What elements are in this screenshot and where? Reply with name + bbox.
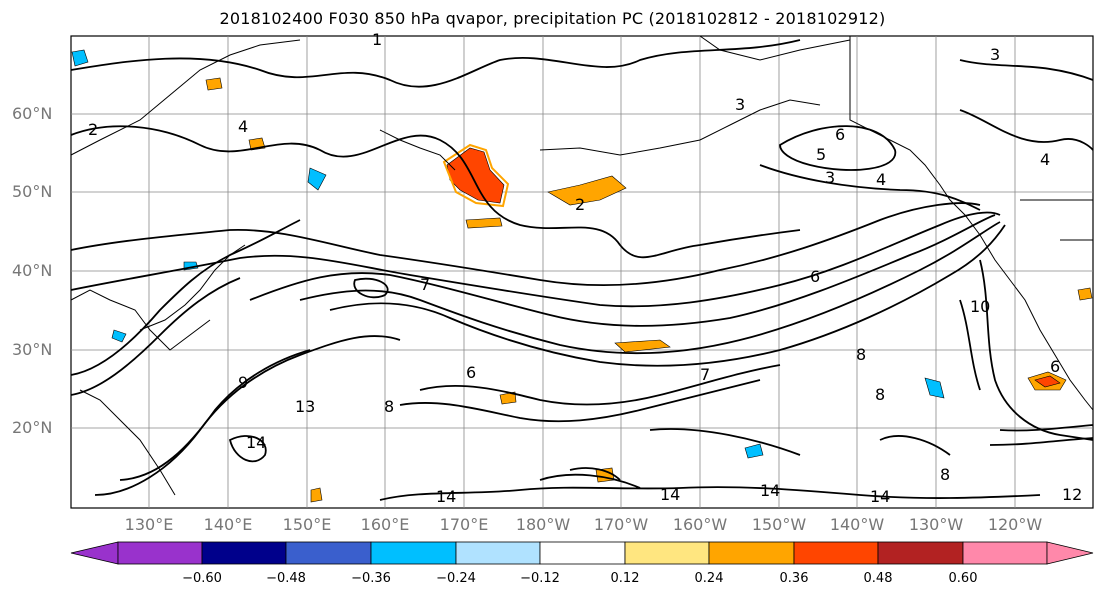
contour-label: 10 [970, 297, 990, 316]
colorbar-extend-low [70, 541, 119, 565]
precip-patch [307, 167, 327, 191]
lat-label: 20°N [12, 418, 53, 437]
lon-label: 130°E [124, 515, 174, 534]
contour-label: 8 [856, 345, 866, 364]
lat-label: 30°N [12, 340, 53, 359]
contour-label: 7 [700, 365, 710, 384]
contour-label: 6 [810, 267, 820, 286]
colorbar-tick-label: 0.12 [610, 571, 640, 586]
contour-label: 5 [816, 145, 826, 164]
contour-label: 1 [372, 30, 382, 49]
precip-patch [205, 77, 223, 91]
lon-label: 180°W [515, 515, 571, 534]
lon-label: 140°W [829, 515, 885, 534]
colorbar-extend-high [1046, 541, 1094, 565]
contour-label: 4 [238, 117, 248, 136]
contour-label: 14 [246, 433, 266, 452]
colorbar [70, 541, 1094, 565]
contour-label: 2 [575, 195, 585, 214]
precip-patch [547, 175, 627, 206]
contour-labels: 1 2 2 3 3 3 4 4 4 5 6 6 6 6 7 7 8 8 8 8 … [88, 30, 1082, 506]
precip-patch [744, 443, 764, 459]
precip-patch [310, 487, 323, 503]
contour-label: 3 [990, 45, 1000, 64]
lat-label: 60°N [12, 104, 53, 123]
contour-label: 2 [88, 120, 98, 139]
precip-patch [924, 377, 945, 399]
contour-label: 14 [436, 487, 456, 506]
contours [70, 39, 1094, 501]
lon-label: 140°E [203, 515, 253, 534]
precip-patch [111, 329, 127, 343]
contour-label: 7 [420, 275, 430, 294]
map-title: 2018102400 F030 850 hPa qvapor, precipit… [219, 9, 886, 28]
lon-label: 170°W [593, 515, 649, 534]
lon-label: 160°E [360, 515, 410, 534]
precip-patch [1077, 287, 1093, 301]
contour-label: 14 [760, 481, 780, 500]
lon-label: 130°W [908, 515, 964, 534]
colorbar-tick-label: 0.36 [779, 571, 809, 586]
lat-label: 50°N [12, 182, 53, 201]
contour-label: 4 [1040, 150, 1050, 169]
colorbar-tick-label: −0.12 [520, 571, 560, 586]
lon-label: 150°E [282, 515, 332, 534]
colorbar-tick-label: 0.60 [948, 571, 978, 586]
lon-label: 120°W [987, 515, 1043, 534]
colorbar-tick-label: −0.36 [351, 571, 391, 586]
contour-label: 14 [870, 487, 890, 506]
precip-patch [1034, 375, 1061, 388]
precip-patch [465, 217, 503, 229]
lon-label: 150°W [751, 515, 807, 534]
contour-label: 4 [876, 170, 886, 189]
precip-patch [614, 339, 671, 353]
contour-label: 3 [825, 168, 835, 187]
colorbar-tick-label: 0.48 [863, 571, 893, 586]
map-panel: 1 2 2 3 3 3 4 4 4 5 6 6 6 6 7 7 8 8 8 8 … [70, 30, 1094, 509]
contour-label: 3 [735, 95, 745, 114]
colorbar-tick-label: −0.24 [436, 571, 476, 586]
lon-label: 170°E [439, 515, 489, 534]
contour-label: 14 [660, 485, 680, 504]
contour-label: 12 [1062, 485, 1082, 504]
lat-label: 40°N [12, 261, 53, 280]
contour-label: 6 [835, 125, 845, 144]
contour-label: 6 [1050, 357, 1060, 376]
precip-patch [71, 49, 89, 67]
contour-label: 6 [466, 363, 476, 382]
graticule [71, 36, 1093, 508]
contour-label: 8 [384, 397, 394, 416]
contour-label: 13 [295, 397, 315, 416]
colorbar-tick-label: −0.60 [182, 571, 222, 586]
contour-label: 8 [940, 465, 950, 484]
contour-label: 8 [875, 385, 885, 404]
colorbar-tick-label: −0.48 [266, 571, 306, 586]
contour-label: 9 [238, 373, 248, 392]
precip-patch [446, 147, 505, 204]
precip-patches [71, 49, 1093, 503]
lon-label: 160°W [672, 515, 728, 534]
colorbar-tick-label: 0.24 [694, 571, 724, 586]
